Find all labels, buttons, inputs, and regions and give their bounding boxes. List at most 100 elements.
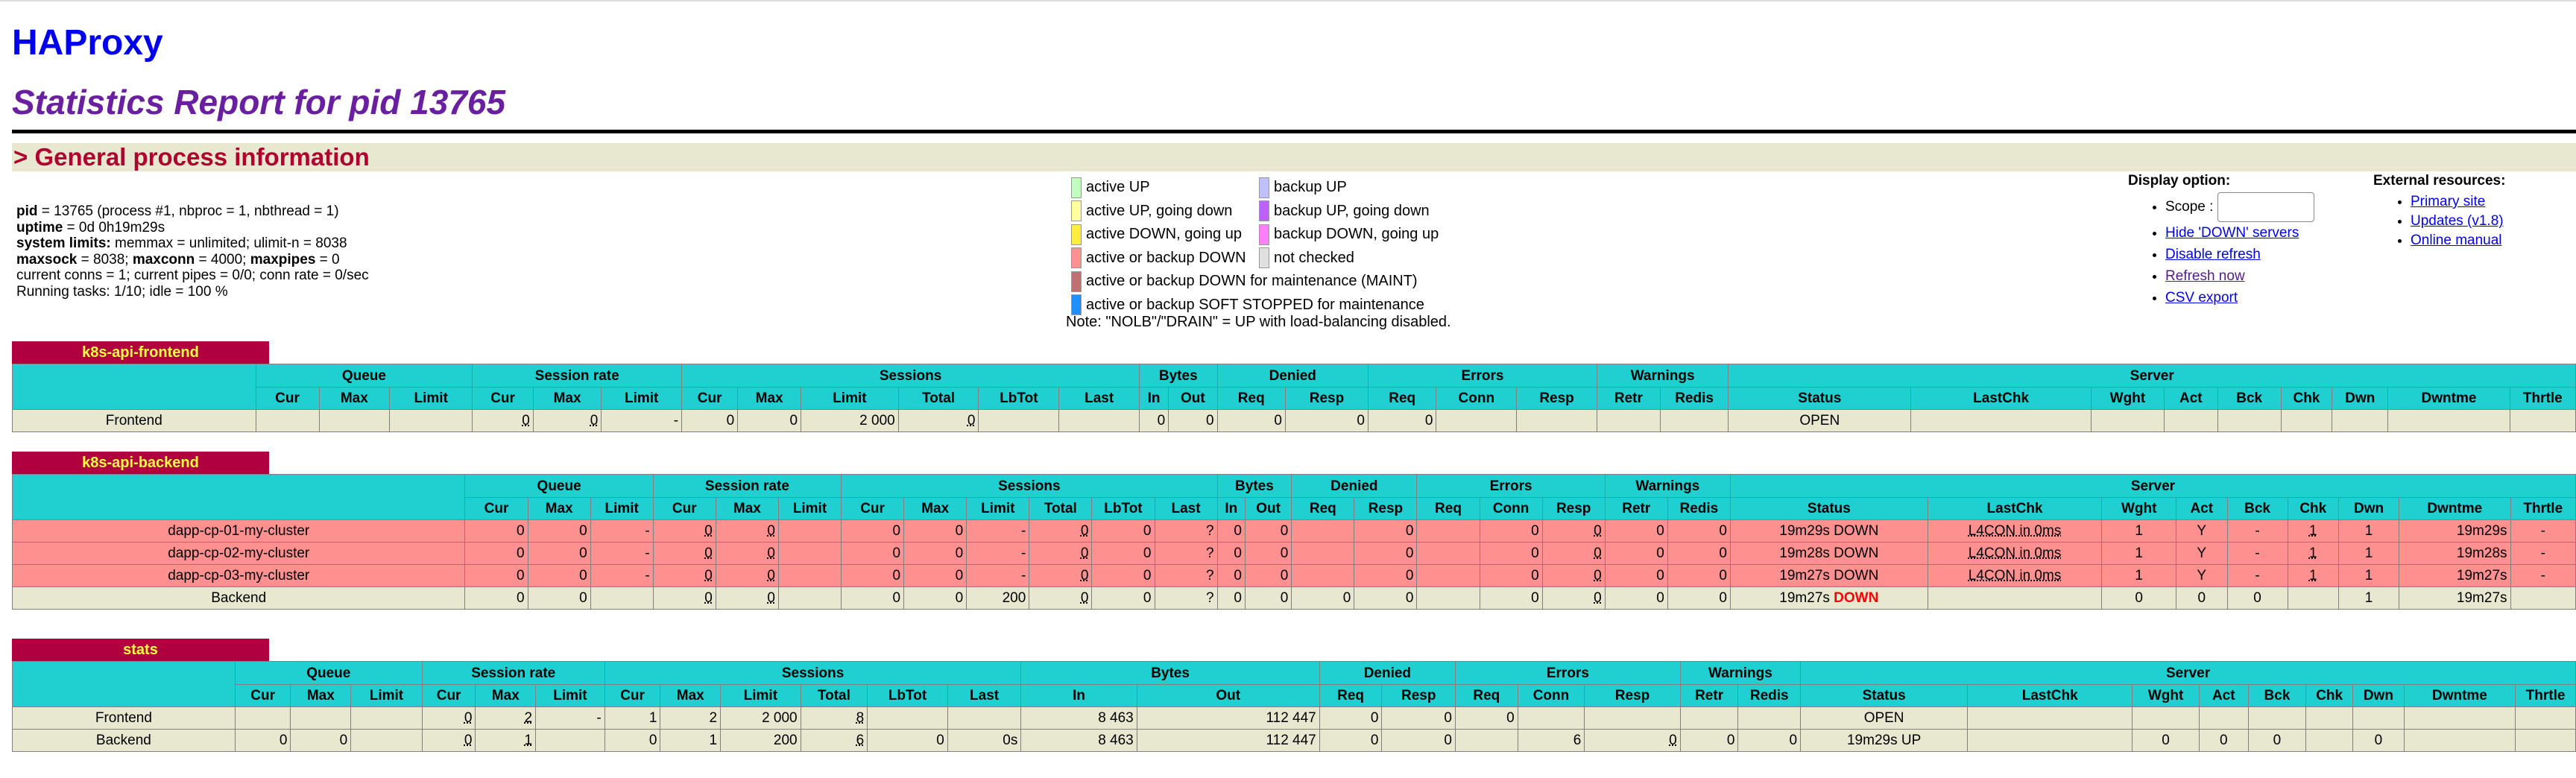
table-row: Backend 0 0 0 1 0 1 200 6 0 0s 8 463 112 447 0 0 6 0 0 0 19… xyxy=(12,729,2576,752)
table-cell: 0 xyxy=(527,586,591,610)
online-manual-link[interactable]: Online manual xyxy=(2411,233,2502,248)
column-group-header: Errors xyxy=(1455,661,1681,685)
column-header: Retr xyxy=(1596,387,1661,410)
cell-value: 0 xyxy=(1234,523,1242,539)
row-name-cell[interactable]: dapp-cp-03-my-cluster xyxy=(11,564,466,587)
cell-value: 0 xyxy=(955,523,964,539)
row-name-cell[interactable]: dapp-cp-02-my-cluster xyxy=(11,542,466,565)
table-cell: 6 xyxy=(1517,729,1585,752)
table-cell: 0 xyxy=(1604,564,1668,587)
table-cell: 6 xyxy=(800,729,868,752)
column-header: Dwntme xyxy=(2399,497,2511,520)
primary-site-link[interactable]: Primary site xyxy=(2411,194,2486,209)
display-options-list: Scope : Hide 'DOWN' servers Disable refr… xyxy=(2128,192,2315,309)
legend-swatch xyxy=(1071,247,1082,269)
cell-value: 19m27s xyxy=(2456,568,2507,584)
table-cell: 0 xyxy=(681,409,739,432)
hide-down-servers-link[interactable]: Hide 'DOWN' servers xyxy=(2165,225,2299,241)
table-cell: 0 xyxy=(715,586,779,610)
cell-value: 0 xyxy=(767,590,775,606)
cell-value: 0 xyxy=(704,523,713,539)
column-group-header: Errors xyxy=(1367,364,1597,388)
table-cell xyxy=(1416,586,1480,610)
column-header: Status xyxy=(1800,684,1969,707)
csv-export-link[interactable]: CSV export xyxy=(2165,290,2238,306)
table-cell: 0 xyxy=(2352,729,2405,752)
table-cell: 0 xyxy=(527,542,591,565)
column-header: Last xyxy=(1154,497,1218,520)
updates-item: Updates (v1.8) xyxy=(2411,212,2505,231)
table-cell: OPEN xyxy=(1728,409,1912,432)
column-header: LbTot xyxy=(978,387,1060,410)
column-header: Limit xyxy=(590,497,654,520)
cell-value: 0 xyxy=(726,413,735,428)
cell-value: 0 xyxy=(767,545,775,561)
table-cell: 2 000 xyxy=(720,706,801,730)
column-header: Max xyxy=(660,684,722,707)
table-cell: 19m28s DOWN xyxy=(1729,542,1928,565)
cell-value: Y xyxy=(2197,568,2207,584)
column-group-header: Denied xyxy=(1319,661,1456,685)
column-header: Limit xyxy=(350,684,423,707)
column-group-header: Server xyxy=(1729,474,2576,498)
proxy-table-k8s-api-backend: Queue Session rate Sessions Bytes Denied Erro… xyxy=(11,474,2576,610)
legend-item: active or backup SOFT STOPPED for mainte… xyxy=(1071,294,1424,316)
row-name-cell[interactable]: dapp-cp-01-my-cluster xyxy=(11,519,466,543)
cell-value: 0 xyxy=(1405,545,1414,561)
row-name-cell[interactable]: Backend xyxy=(11,586,466,610)
table-cell xyxy=(777,542,842,565)
column-group-header: Warnings xyxy=(1679,661,1802,685)
cell-value: 0 xyxy=(767,568,775,584)
table-cell xyxy=(389,409,473,432)
table-cell: 0 xyxy=(652,564,716,587)
cell-value: 0 xyxy=(1205,413,1214,428)
table-cell: 0 xyxy=(464,542,528,565)
cell-value: 0 xyxy=(1234,545,1242,561)
table-cell: 0 xyxy=(841,564,905,587)
table-cell: 0 xyxy=(1541,564,1606,587)
process-info: pid = 13765 (process #1, nbproc = 1, nbt… xyxy=(16,203,369,300)
column-group-header: Denied xyxy=(1291,474,1418,498)
uptime-line: uptime = 0d 0h19m29s xyxy=(16,220,369,236)
cell-value: 0 xyxy=(1594,590,1602,606)
row-name-cell[interactable]: Frontend xyxy=(12,409,256,432)
cell-value: 0 xyxy=(967,413,976,428)
cell-value: 2 xyxy=(524,710,533,726)
table-cell xyxy=(1436,409,1518,432)
column-header: Max xyxy=(290,684,352,707)
table-cell: 0 xyxy=(464,586,528,610)
column-header: Resp xyxy=(1541,497,1606,520)
cell-value: 0 xyxy=(936,733,944,748)
column-header: Bck xyxy=(2217,387,2282,410)
row-name-cell[interactable]: Frontend xyxy=(12,706,236,730)
table-cell: 0 xyxy=(903,586,967,610)
row-name-cell[interactable]: Backend xyxy=(12,729,236,752)
column-group-header: Session rate xyxy=(421,661,605,685)
top-border xyxy=(0,0,2576,1)
disable-refresh-link[interactable]: Disable refresh xyxy=(2165,247,2261,262)
refresh-now-link[interactable]: Refresh now xyxy=(2165,268,2245,284)
column-header: Req xyxy=(1367,387,1437,410)
table-cell: 0 xyxy=(867,729,948,752)
column-header: Max xyxy=(318,387,391,410)
syslimits-label: system limits: xyxy=(16,235,111,252)
table-cell xyxy=(1596,409,1661,432)
scope-input[interactable] xyxy=(2217,192,2315,222)
cell-value: 0 xyxy=(1656,545,1664,561)
column-group-header: Sessions xyxy=(841,474,1218,498)
legend-swatch xyxy=(1259,224,1269,245)
table-cell: 0 xyxy=(1029,586,1093,610)
table-cell: - xyxy=(590,542,654,565)
table-cell xyxy=(318,409,391,432)
cell-value: 0 xyxy=(2162,733,2170,748)
updates-link[interactable]: Updates (v1.8) xyxy=(2411,213,2504,229)
column-header: Chk xyxy=(2280,387,2333,410)
table-cell: 0 xyxy=(1244,519,1292,543)
table-cell: 0 xyxy=(1584,729,1681,752)
table-row: Backend 0 0 0 0 0 0 200 0 0? 0 0 0 0 0 0 0 0 19m27s DOWN 0 0… xyxy=(11,586,2576,610)
cell-value: 200 xyxy=(773,733,798,748)
cell-value: 19m29s DOWN xyxy=(1779,523,1879,539)
table-cell: 0 xyxy=(532,409,602,432)
table-cell xyxy=(350,706,423,730)
table-cell: - xyxy=(590,564,654,587)
